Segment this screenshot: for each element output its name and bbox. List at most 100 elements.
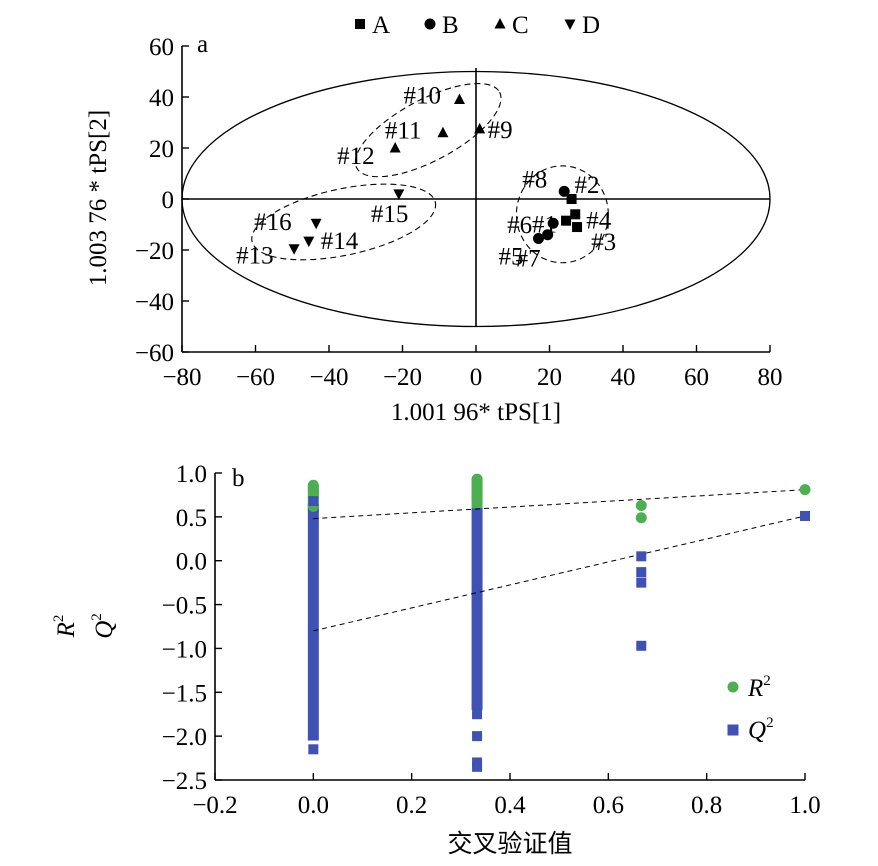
b-x-tick-label: 0.8	[691, 792, 722, 819]
panel-b-y-axis-label-r2: R2	[51, 615, 80, 639]
b-y-tick-label: 1.0	[176, 461, 207, 488]
a-legend-marker-d	[564, 19, 576, 30]
a-y-tick-label: −20	[135, 238, 174, 265]
panel-a-x-axis-label: 1.001 96* tPS[1]	[391, 399, 561, 426]
a-y-tick-label: 60	[149, 34, 174, 61]
a-point-label: #2	[575, 172, 600, 199]
b-x-tick-label: 0.2	[396, 792, 427, 819]
a-point-label: #10	[403, 83, 441, 110]
legend-r2-label: R2	[747, 673, 771, 702]
a-point-d	[310, 218, 322, 230]
a-x-tick-label: 0	[470, 364, 483, 391]
a-point-label: #13	[236, 243, 274, 270]
a-point-label: #16	[254, 209, 292, 236]
a-point-label: #6	[507, 212, 532, 239]
b-x-tick-label: 1.0	[789, 792, 820, 819]
b-point-q2	[636, 567, 647, 578]
panel-a-legend: A B C D	[355, 12, 600, 39]
a-x-tick-label: 40	[611, 364, 636, 391]
b-point-q2	[308, 744, 319, 755]
a-x-tick-label: −80	[162, 364, 201, 391]
b-point-q2	[308, 496, 319, 507]
a-legend-label: C	[512, 12, 529, 39]
a-y-tick-label: 20	[149, 136, 174, 163]
b-q2-regression-line	[313, 515, 806, 632]
a-point-label: #3	[591, 229, 616, 256]
a-point-c	[474, 122, 486, 134]
b-point-r2	[471, 492, 483, 504]
b-r2-regression-line	[313, 489, 806, 520]
b-y-tick-label: −2.0	[162, 724, 207, 751]
b-point-q2	[636, 551, 647, 562]
a-y-tick-label: −40	[135, 289, 174, 316]
a-x-tick-label: 80	[758, 364, 783, 391]
a-point-b	[532, 233, 544, 245]
a-x-tick-label: 20	[537, 364, 562, 391]
a-point-d	[393, 189, 405, 200]
a-point-b	[542, 229, 554, 241]
b-column-q2	[307, 503, 319, 741]
a-y-tick-label: −60	[135, 340, 174, 367]
a-x-tick-label: −60	[236, 364, 275, 391]
b-y-tick-label: 0.5	[176, 505, 207, 532]
a-legend-label: B	[442, 12, 459, 39]
a-point-a	[561, 215, 572, 226]
a-group-ellipse	[251, 183, 437, 261]
panel-b-permutation-test: −0.2 0.0 0.2 0.4 0.6 0.8 1.0 1.0 0.5 0.0 −0.5 −1.0 −…	[51, 461, 821, 858]
panel-b-label: b	[232, 465, 245, 492]
a-x-tick-label: 60	[684, 364, 709, 391]
b-column-q2	[471, 508, 483, 710]
a-y-tick-label: 0	[162, 187, 175, 214]
panel-b-axes: −0.2 0.0 0.2 0.4 0.6 0.8 1.0 1.0 0.5 0.0 −0.5 −1.0 −…	[162, 461, 821, 819]
a-point-c	[437, 126, 449, 138]
panel-a-points: #1#2#3#4#5#6#7#8#9#10#11#12#13#14#15#16	[236, 83, 616, 273]
panel-a-y-axis-label: 1.003 76 * tPS[2]	[85, 110, 112, 286]
panel-b-y-axis-label-q2: Q2	[89, 613, 118, 639]
a-x-tick-label: −40	[309, 364, 348, 391]
b-y-tick-label: −1.0	[162, 636, 207, 663]
a-point-c	[389, 142, 401, 153]
a-point-label: #4	[586, 207, 612, 234]
a-legend-marker-b	[424, 18, 436, 30]
a-point-a	[570, 209, 581, 220]
panel-b-point-columns	[307, 479, 483, 741]
a-legend-marker-c	[494, 18, 506, 29]
a-group-ellipse	[515, 165, 609, 264]
a-point-label: #8	[522, 166, 547, 193]
legend-r2-marker	[727, 681, 739, 693]
a-point-label: #12	[337, 143, 375, 170]
a-x-tick-label: −20	[383, 364, 422, 391]
legend-q2-label: Q2	[748, 715, 774, 744]
b-point-q2	[636, 577, 647, 588]
b-x-tick-label: 0.0	[298, 792, 329, 819]
panel-b-regression-lines	[313, 489, 806, 632]
a-legend-marker-a	[355, 19, 365, 29]
b-point-r2	[635, 512, 647, 524]
a-legend-label: D	[582, 12, 600, 39]
b-point-q2	[800, 510, 810, 521]
a-point-a	[572, 222, 583, 233]
panel-b-x-axis-label: 交叉验证值	[447, 830, 572, 858]
a-point-label: #15	[371, 201, 409, 228]
a-point-d	[288, 244, 300, 255]
b-point-r2	[635, 499, 647, 511]
b-point-q2	[472, 709, 483, 720]
b-point-q2	[472, 761, 483, 772]
b-x-tick-label: 0.6	[593, 792, 624, 819]
a-legend-label: A	[372, 12, 390, 39]
panel-b-legend: R2 Q2	[727, 673, 774, 744]
b-y-tick-label: −2.5	[162, 768, 207, 795]
a-point-b	[558, 185, 570, 197]
panel-a-label: a	[197, 31, 208, 58]
a-point-label: #11	[385, 118, 422, 145]
a-y-tick-label: 40	[149, 85, 174, 112]
a-point-label: #5	[498, 244, 523, 271]
a-point-label: #7	[516, 246, 541, 273]
b-y-tick-label: −1.5	[162, 680, 207, 707]
b-x-tick-label: −0.2	[192, 792, 237, 819]
a-point-a	[566, 194, 577, 204]
b-x-tick-label: 0.4	[494, 792, 526, 819]
panel-b-points	[307, 473, 811, 772]
